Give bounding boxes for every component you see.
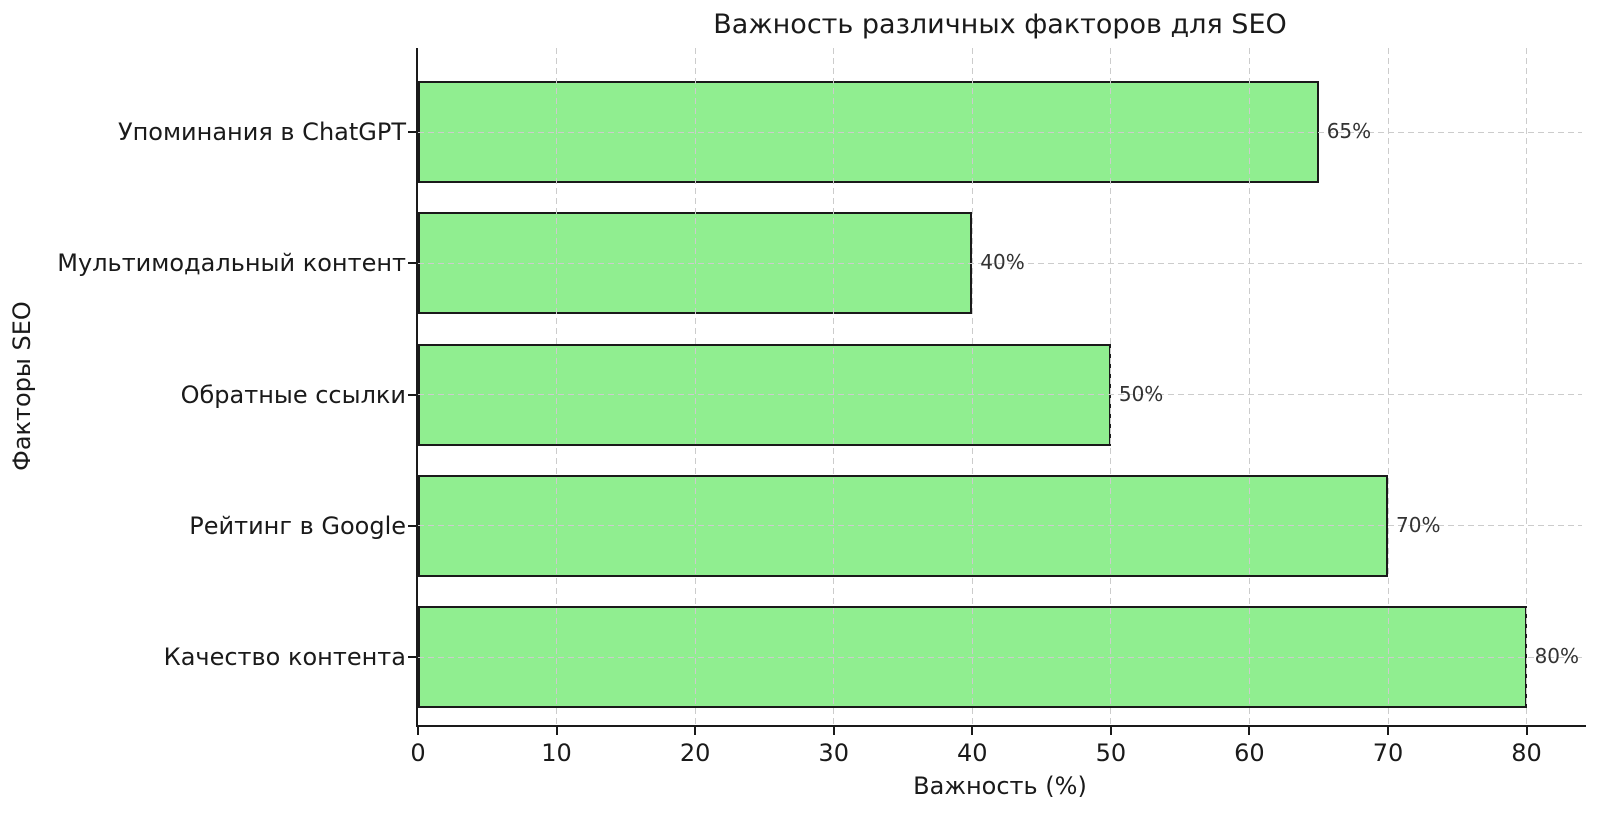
chart-title: Важность различных факторов для SEO	[713, 9, 1287, 40]
category-label: Обратные ссылки	[180, 380, 406, 409]
x-tick-mark	[1248, 727, 1251, 735]
x-tick-mark	[1387, 727, 1389, 735]
x-tick-label: 40	[957, 739, 988, 767]
x-tick-mark	[1109, 727, 1112, 735]
y-tick-mark	[408, 524, 416, 527]
x-tick-label: 60	[1234, 739, 1265, 767]
x-tick-label: 20	[679, 739, 711, 767]
horizontal-gridline	[418, 131, 1582, 133]
y-axis-spine	[416, 48, 418, 727]
vertical-gridline	[694, 48, 696, 725]
x-tick-mark	[1525, 727, 1528, 735]
category-label: Упоминания в ChatGPT	[117, 118, 406, 146]
bar-value-label: 65%	[1326, 119, 1372, 143]
bar-value-label: 80%	[1534, 644, 1580, 668]
x-tick-label: 0	[410, 739, 426, 767]
vertical-gridline	[1526, 48, 1528, 725]
x-tick-label: 10	[541, 739, 572, 767]
x-tick-mark	[694, 727, 697, 735]
x-tick-label: 80	[1511, 739, 1542, 767]
x-tick-mark	[555, 727, 558, 735]
horizontal-gridline	[418, 394, 1582, 395]
x-axis-spine	[416, 725, 1586, 727]
category-label: Качество контента	[163, 643, 406, 671]
y-tick-mark	[408, 656, 416, 658]
horizontal-gridline	[418, 262, 1582, 264]
x-tick-label: 30	[818, 739, 849, 767]
vertical-gridline	[1248, 48, 1250, 725]
x-tick-mark	[971, 727, 974, 735]
bar-value-label: 50%	[1118, 381, 1164, 406]
x-axis-label: Важность (%)	[913, 772, 1087, 800]
vertical-gridline	[1387, 48, 1389, 725]
vertical-gridline	[971, 48, 973, 725]
y-tick-mark	[408, 131, 416, 133]
bar-value-label: 40%	[980, 250, 1025, 275]
vertical-gridline	[556, 48, 558, 725]
x-tick-label: 50	[1095, 739, 1127, 767]
plot-area: 65% 40% 50% 70% 80%	[418, 48, 1582, 725]
bar-value-label: 70%	[1396, 512, 1441, 537]
x-tick-mark	[832, 727, 835, 735]
category-label: Рейтинг в Google	[189, 511, 406, 540]
x-tick-label: 70	[1372, 739, 1404, 767]
y-tick-mark	[408, 393, 416, 396]
horizontal-gridline	[418, 525, 1582, 527]
x-tick-mark	[417, 727, 419, 735]
vertical-gridline	[833, 48, 835, 725]
vertical-gridline	[1110, 48, 1112, 725]
horizontal-gridline	[418, 656, 1582, 658]
y-tick-mark	[408, 262, 416, 265]
category-label: Мультимодальный контент	[57, 249, 406, 278]
